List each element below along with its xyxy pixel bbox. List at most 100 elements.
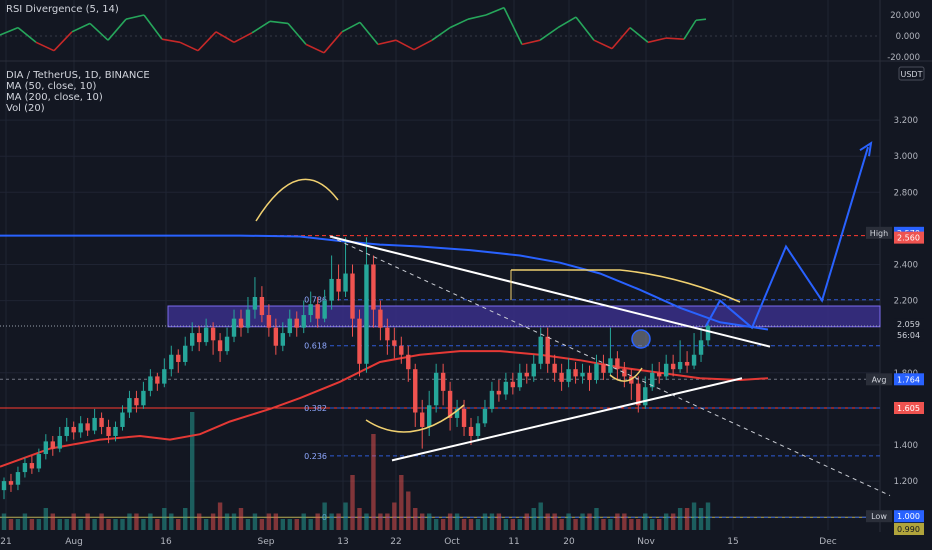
candle[interactable] xyxy=(420,412,425,427)
candle[interactable] xyxy=(217,340,223,352)
candle[interactable] xyxy=(210,327,216,341)
candle[interactable] xyxy=(552,363,557,373)
candle[interactable] xyxy=(106,426,111,436)
candle[interactable] xyxy=(643,387,648,406)
candle[interactable] xyxy=(196,333,202,343)
candle[interactable] xyxy=(426,405,432,427)
price-badge[interactable] xyxy=(894,510,924,523)
candle[interactable] xyxy=(601,363,606,373)
candle[interactable] xyxy=(64,426,69,436)
candle[interactable] xyxy=(496,390,502,395)
candle[interactable] xyxy=(357,318,362,364)
candle[interactable] xyxy=(287,318,292,334)
candle[interactable] xyxy=(36,454,42,469)
candle[interactable] xyxy=(15,472,21,485)
candle[interactable] xyxy=(517,372,523,388)
price-badge[interactable] xyxy=(894,373,924,386)
candle[interactable] xyxy=(155,376,160,384)
candle[interactable] xyxy=(315,304,320,319)
candle[interactable] xyxy=(203,327,209,343)
candle[interactable] xyxy=(266,315,272,328)
candle[interactable] xyxy=(545,336,550,364)
candle[interactable] xyxy=(705,325,711,341)
candle[interactable] xyxy=(343,273,348,292)
candle[interactable] xyxy=(371,264,376,310)
candle[interactable] xyxy=(433,372,439,406)
candle[interactable] xyxy=(489,390,495,409)
candle[interactable] xyxy=(50,441,55,449)
candle[interactable] xyxy=(461,408,467,427)
candle[interactable] xyxy=(559,372,564,382)
candle[interactable] xyxy=(238,318,244,328)
candle[interactable] xyxy=(183,345,188,362)
candle[interactable] xyxy=(580,372,585,377)
price-badge[interactable] xyxy=(894,401,924,414)
descending-trendline[interactable] xyxy=(329,235,771,348)
cursor-marker[interactable] xyxy=(631,329,651,349)
candle[interactable] xyxy=(650,372,655,388)
candle[interactable] xyxy=(273,327,279,346)
candle[interactable] xyxy=(378,309,383,328)
candle[interactable] xyxy=(120,412,125,427)
candle[interactable] xyxy=(8,481,14,485)
bottom-arc[interactable] xyxy=(365,404,465,433)
candle[interactable] xyxy=(148,376,153,391)
candle[interactable] xyxy=(162,369,167,384)
candle[interactable] xyxy=(677,361,683,370)
candle[interactable] xyxy=(245,309,251,328)
dashed-trendline[interactable] xyxy=(329,236,891,496)
ascending-trendline[interactable] xyxy=(391,377,743,462)
candle[interactable] xyxy=(308,304,313,316)
candle[interactable] xyxy=(231,318,237,337)
candle[interactable] xyxy=(92,417,97,431)
candle[interactable] xyxy=(594,363,599,381)
candle[interactable] xyxy=(629,376,634,384)
candle[interactable] xyxy=(622,369,627,377)
candle[interactable] xyxy=(447,390,453,418)
candle[interactable] xyxy=(294,318,299,328)
candle[interactable] xyxy=(413,369,418,413)
candle[interactable] xyxy=(364,264,369,364)
candle[interactable] xyxy=(322,300,327,319)
candle[interactable] xyxy=(475,423,481,436)
candle[interactable] xyxy=(608,358,613,373)
candle[interactable] xyxy=(71,426,76,433)
candle[interactable] xyxy=(385,327,390,341)
candle[interactable] xyxy=(663,363,669,377)
price-badge[interactable] xyxy=(894,329,924,342)
candle[interactable] xyxy=(113,426,118,436)
candle[interactable] xyxy=(280,333,286,346)
currency-box[interactable] xyxy=(898,66,925,81)
candle[interactable] xyxy=(301,315,306,328)
ma50-legend[interactable]: MA (50, close, 10) xyxy=(6,81,97,92)
candle[interactable] xyxy=(399,345,404,355)
candle[interactable] xyxy=(657,372,662,377)
candle[interactable] xyxy=(503,381,509,395)
price-badge[interactable] xyxy=(894,231,924,244)
candle[interactable] xyxy=(691,354,697,366)
candle[interactable] xyxy=(176,354,181,362)
candle[interactable] xyxy=(127,398,132,413)
ma200-line[interactable] xyxy=(0,234,769,331)
candle[interactable] xyxy=(329,278,334,301)
candle[interactable] xyxy=(1,481,7,491)
ma200-legend[interactable]: MA (200, close, 10) xyxy=(6,92,103,103)
candle[interactable] xyxy=(259,296,265,316)
top-arc[interactable] xyxy=(255,178,339,222)
candle[interactable] xyxy=(22,463,28,473)
small-bottom-arc[interactable] xyxy=(609,367,643,382)
candle[interactable] xyxy=(587,372,592,381)
candle[interactable] xyxy=(566,369,571,382)
ma50-line[interactable] xyxy=(0,350,769,468)
candle[interactable] xyxy=(531,363,536,377)
candle[interactable] xyxy=(29,463,35,469)
candle[interactable] xyxy=(78,423,83,433)
price-badge[interactable] xyxy=(894,318,924,331)
projection-path[interactable] xyxy=(705,146,869,330)
candle[interactable] xyxy=(615,358,620,370)
candle[interactable] xyxy=(252,296,258,310)
candle[interactable] xyxy=(57,435,62,449)
candle[interactable] xyxy=(573,369,578,377)
candle[interactable] xyxy=(510,381,516,388)
candle[interactable] xyxy=(350,273,355,319)
